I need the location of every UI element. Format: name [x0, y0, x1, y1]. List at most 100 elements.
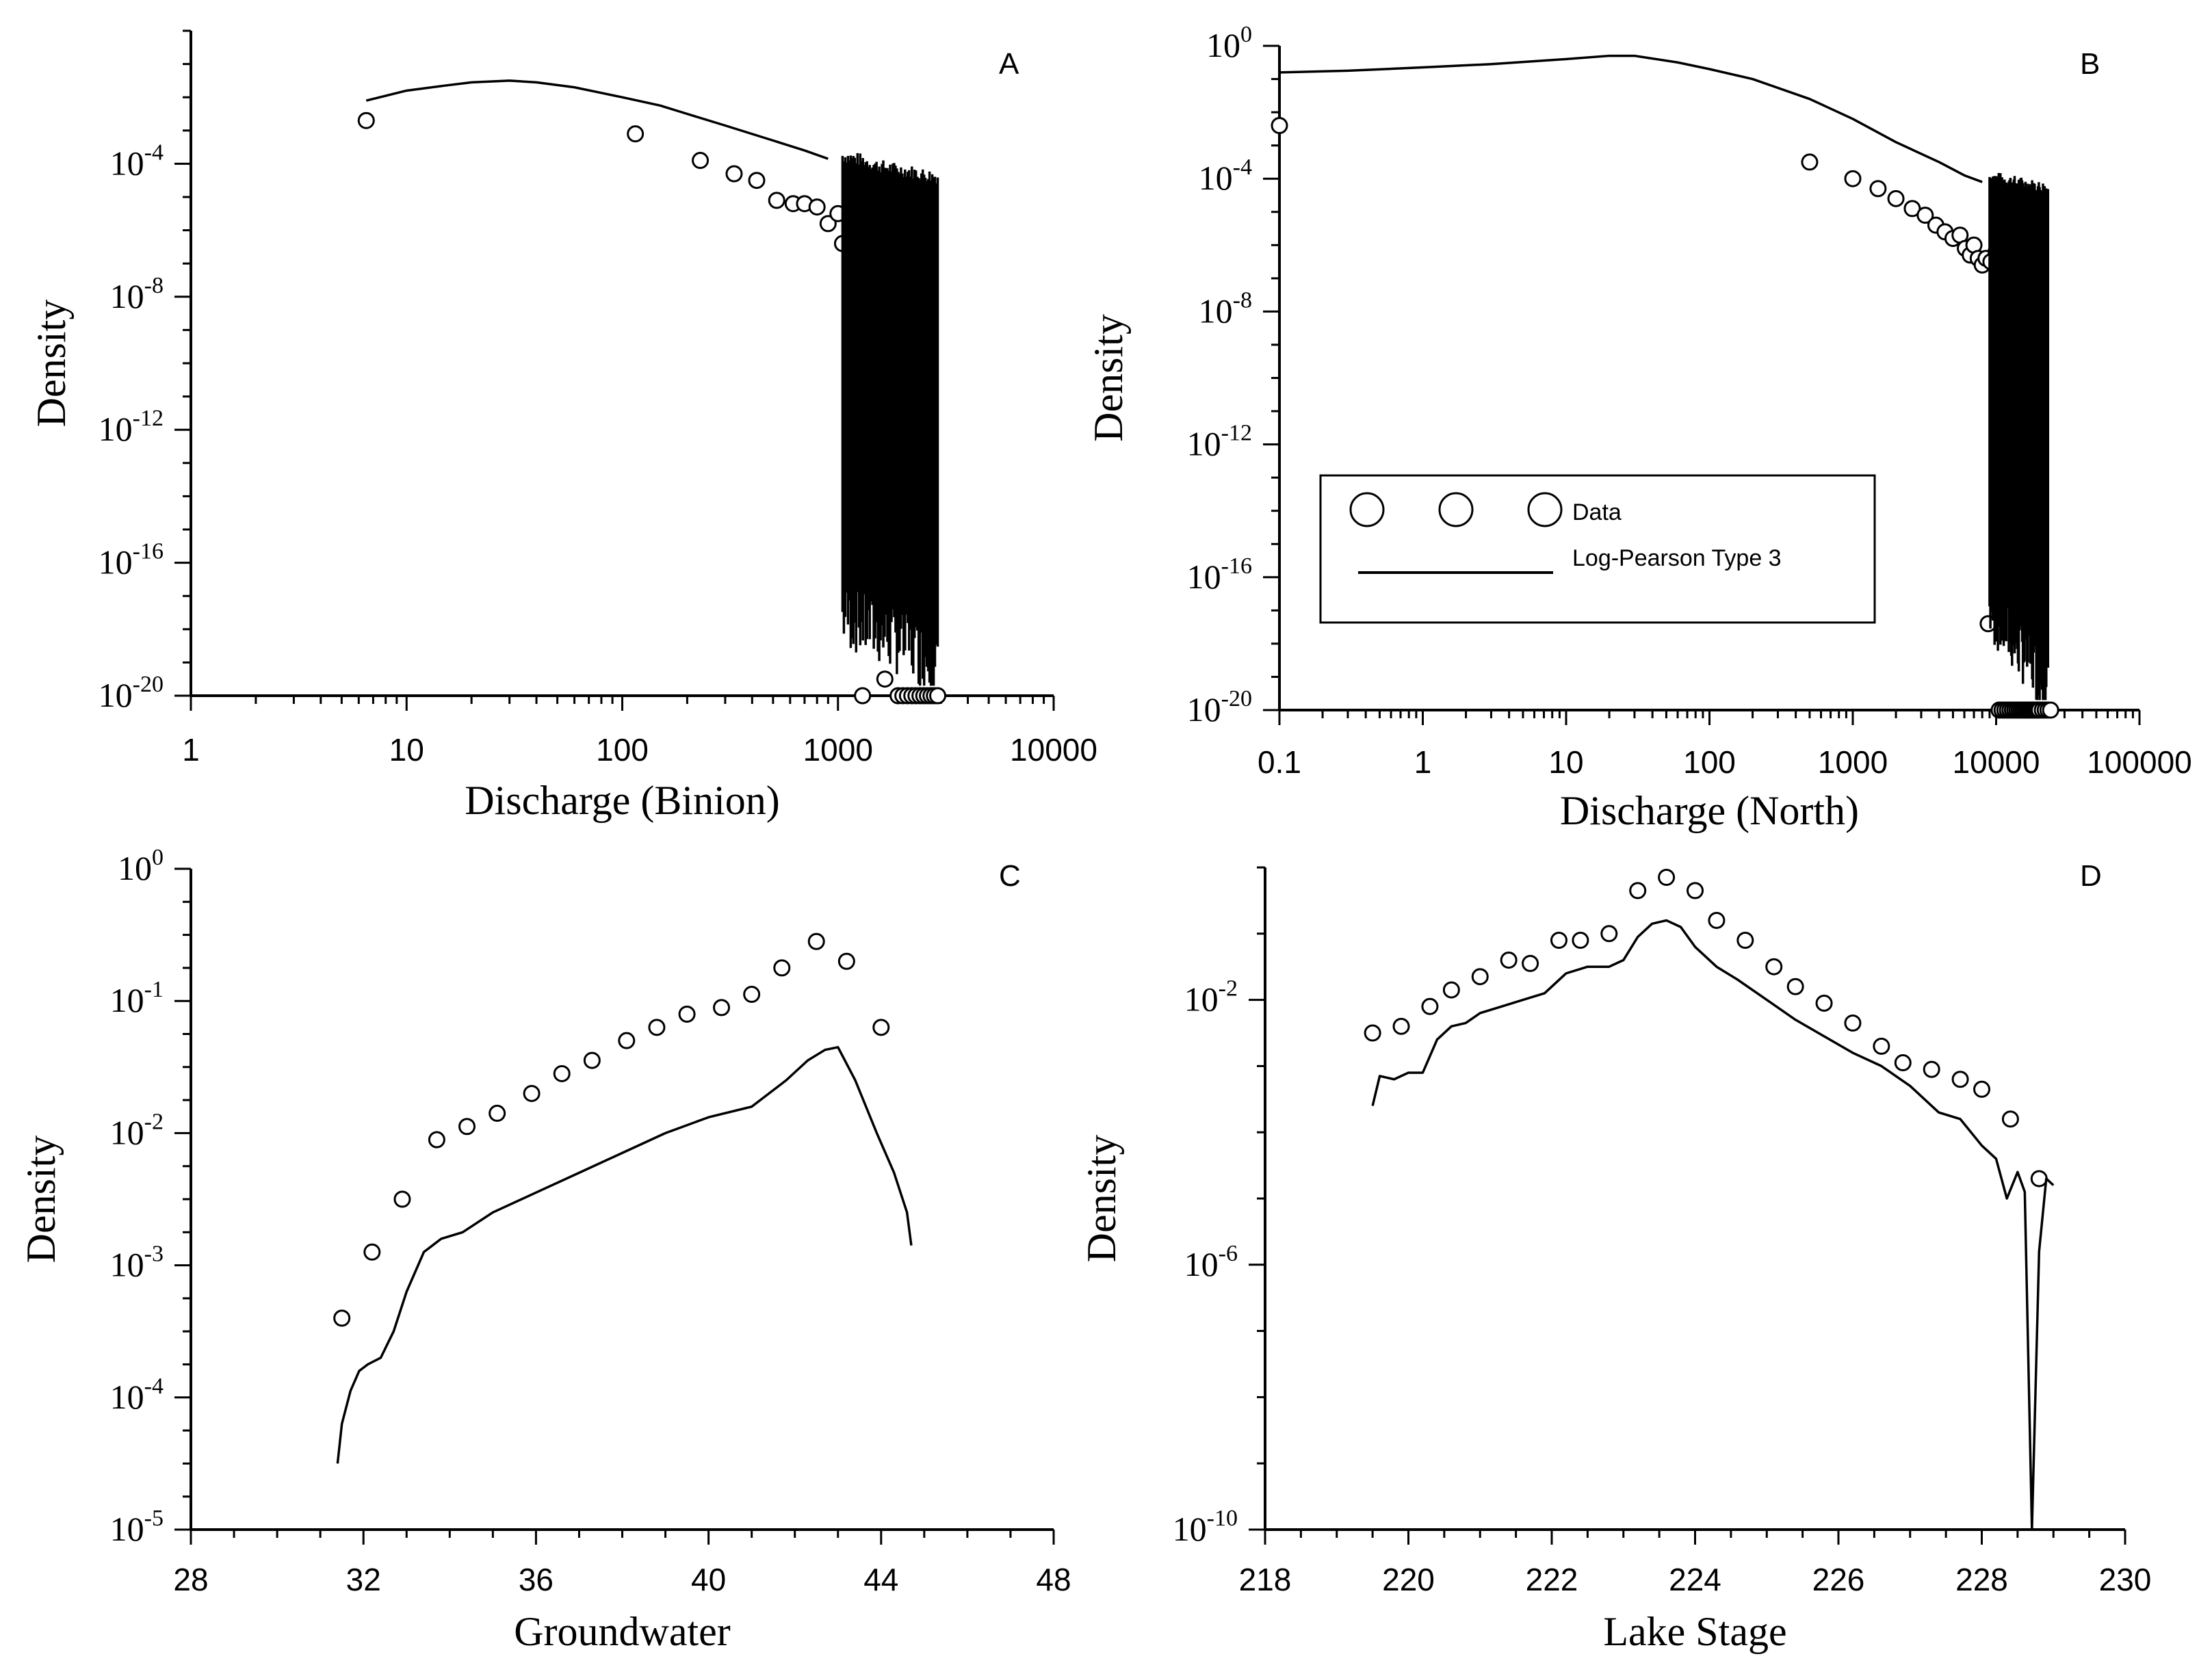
y-tick-label: 10-4: [110, 1374, 164, 1416]
y-tick-label: 10-12: [99, 406, 164, 448]
data-point: [553, 1064, 571, 1082]
data-point: [837, 952, 855, 970]
fit-curve-spikes: [841, 153, 939, 686]
y-axis-title: Density: [29, 300, 74, 428]
x-tick-label: 48: [1036, 1562, 1071, 1597]
data-point: [393, 1190, 411, 1208]
data-point: [1801, 153, 1819, 171]
panel-letter: D: [2080, 859, 2102, 893]
data-point: [692, 152, 710, 170]
y-tick-label: 10-3: [110, 1242, 164, 1284]
data-point: [1708, 911, 1726, 929]
data-point: [583, 1051, 601, 1069]
fit-curve: [1279, 54, 1983, 183]
data-point: [357, 112, 375, 129]
data-point: [2042, 701, 2059, 719]
data-point: [1572, 931, 1589, 949]
y-tick-label: 100: [1206, 22, 1252, 64]
data-point: [648, 1019, 666, 1036]
x-tick-label: 1: [1414, 744, 1432, 780]
panel-letter: B: [2080, 47, 2100, 81]
y-axis-title: Density: [1086, 314, 1131, 442]
data-point: [1471, 968, 1489, 986]
fit-curve: [336, 1046, 913, 1464]
fit-curve: [1371, 919, 2055, 1531]
data-point: [1815, 994, 1833, 1012]
data-point: [1550, 931, 1567, 949]
x-axis-title: Discharge (Binion): [465, 778, 779, 823]
data-point: [1522, 954, 1539, 972]
y-tick-label: 10-4: [110, 140, 164, 182]
data-point: [428, 1131, 445, 1149]
x-tick-label: 228: [1955, 1562, 2008, 1597]
data-point: [1786, 978, 1804, 995]
legend-marker: [1438, 492, 1474, 527]
legend-marker: [1527, 492, 1563, 527]
data-point: [1903, 200, 1921, 218]
panel-letter: A: [999, 47, 1019, 81]
data-point: [929, 687, 947, 705]
data-point: [773, 959, 791, 977]
x-axis-title: Groundwater: [514, 1609, 731, 1654]
legend-marker: [1349, 492, 1385, 527]
data-point: [1869, 180, 1887, 198]
data-point: [363, 1243, 381, 1261]
data-point: [1392, 1017, 1410, 1035]
panel-b: 0.1 1 10 100 1000 10000 100000 100 10-4 10-8 10-12…: [1086, 22, 2192, 833]
data-point: [1442, 981, 1460, 999]
x-tick-label: 10: [1548, 744, 1583, 780]
data-point: [748, 172, 766, 189]
x-tick-label: 224: [1669, 1562, 1721, 1597]
y-axis-title: Density: [18, 1136, 64, 1263]
y-tick-label: 10-2: [1184, 976, 1238, 1019]
data-point: [1765, 958, 1783, 975]
x-tick-label: 230: [2099, 1562, 2152, 1597]
x-tick-label: 10000: [1010, 732, 1097, 768]
data-point: [876, 670, 894, 688]
x-tick-label: 36: [519, 1562, 554, 1597]
data-point: [1500, 952, 1518, 969]
data-point: [1844, 170, 1862, 187]
data-point: [1736, 931, 1754, 949]
x-tick-label: 226: [1812, 1562, 1865, 1597]
data-point: [1916, 207, 1934, 224]
data-point: [458, 1118, 476, 1136]
data-point: [333, 1309, 351, 1327]
data-point: [1951, 1071, 1969, 1088]
legend-label-line: Log-Pearson Type 3: [1572, 545, 1782, 571]
data-point: [1973, 1080, 1990, 1098]
data-point: [523, 1084, 541, 1102]
data-point: [1629, 882, 1647, 900]
x-tick-label: 218: [1239, 1562, 1292, 1597]
x-tick-label: 1000: [1818, 744, 1888, 780]
legend-box: [1319, 474, 1876, 624]
fit-curve-spikes: [1988, 172, 2050, 700]
data-point: [725, 165, 743, 183]
data-point: [808, 198, 826, 216]
data-point: [768, 192, 785, 209]
data-point: [1887, 189, 1905, 207]
x-tick-label: 40: [691, 1562, 726, 1597]
x-tick-label: 0.1: [1258, 744, 1301, 780]
fit-curve: [365, 79, 829, 160]
y-tick-label: 10-10: [1173, 1506, 1238, 1548]
data-point: [1421, 997, 1439, 1015]
data-point: [713, 999, 731, 1017]
x-tick-label: 10: [389, 732, 424, 768]
x-axis-title: Discharge (North): [1560, 788, 1859, 833]
data-point: [678, 1006, 696, 1023]
y-tick-label: 10-12: [1187, 421, 1252, 463]
y-tick-label: 10-20: [1187, 686, 1252, 729]
panel-letter: C: [999, 859, 1021, 893]
data-point: [1364, 1024, 1381, 1042]
data-point: [1844, 1014, 1862, 1032]
y-tick-label: 10-8: [110, 273, 164, 315]
data-point: [489, 1104, 506, 1122]
panel-d: 218 220 222 224 226 228 230 10-2 10-6 10-10 Lake S…: [1079, 859, 2151, 1654]
legend: Data Log-Pearson Type 3: [1319, 474, 1876, 624]
y-tick-label: 10-5: [110, 1506, 164, 1548]
x-tick-label: 220: [1382, 1562, 1435, 1597]
data-point: [2001, 1110, 2019, 1128]
data-point: [1658, 869, 1676, 887]
